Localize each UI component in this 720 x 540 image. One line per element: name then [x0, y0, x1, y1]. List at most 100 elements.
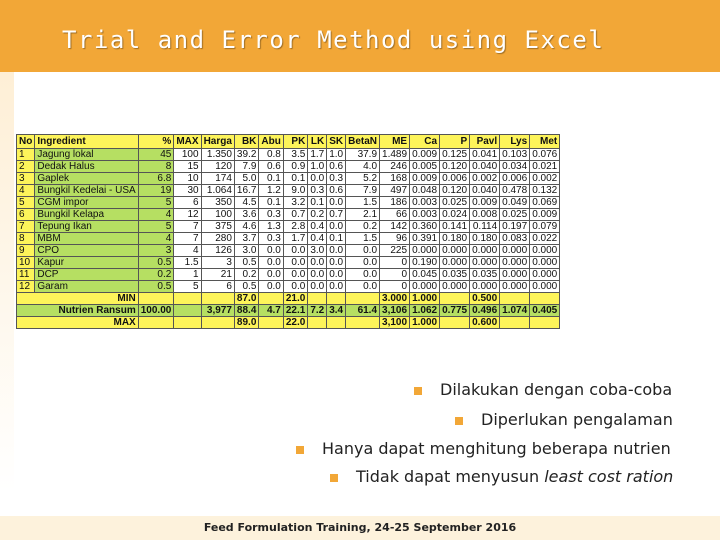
table-cell: 0.049 — [499, 196, 531, 209]
table-cell: 0.7 — [282, 208, 309, 221]
table-cell[interactable]: 8 — [137, 160, 175, 173]
table-cell: 0.0 — [326, 280, 347, 293]
table-cell: 0.034 — [499, 160, 531, 173]
table-cell: 0.197 — [499, 220, 531, 233]
table-cell: 0.4 — [307, 220, 328, 233]
table-cell[interactable]: 19 — [137, 184, 175, 197]
table-cell: 0.141 — [439, 220, 471, 233]
table-cell: 375 — [200, 220, 235, 233]
bullet-3: Hanya dapat menghitung beberapa nutrien — [296, 439, 671, 458]
table-cell: 0.1 — [307, 196, 328, 209]
column-header: Ingredient — [34, 134, 139, 149]
table-cell: 0.000 — [469, 244, 501, 257]
summary-cell — [307, 292, 328, 305]
table-cell: 0.009 — [409, 172, 441, 185]
summary-cell — [137, 316, 175, 329]
total-row: Nutrien Ransum 100.00 3,977 88.4 4.7 22.1 7.2 3… — [16, 304, 561, 317]
table-row: 3 Gaplek 6.8 10 174 5.0 0.1 0.1 0.0 0.3 5.2 168 0.00… — [15, 172, 561, 185]
table-cell: Kapur — [34, 256, 139, 269]
table-cell: CGM impor — [34, 196, 139, 209]
table-cell: 0 — [379, 268, 411, 281]
table-cell: 39.2 — [233, 148, 260, 161]
table-cell: 5 — [15, 196, 36, 209]
table-cell: 0.1 — [258, 196, 284, 209]
table-cell[interactable]: 4 — [137, 208, 175, 221]
table-cell: 0.0 — [326, 256, 347, 269]
summary-cell: 21.0 — [282, 292, 309, 305]
table-cell: 15 — [173, 160, 202, 173]
table-cell: 3.0 — [307, 244, 328, 257]
table-cell: 3.5 — [282, 148, 309, 161]
summary-cell: 7.2 — [307, 304, 328, 317]
table-cell: 0.048 — [409, 184, 441, 197]
column-header: P — [439, 134, 471, 149]
table-cell: Jagung lokal — [34, 148, 139, 161]
table-row: 6 Bungkil Kelapa 4 12 100 3.6 0.3 0.7 0.2 0.7 2.1 6… — [15, 208, 561, 221]
table-cell: 30 — [173, 184, 202, 197]
table-cell: Bungkil Kedelai - USA — [34, 184, 139, 197]
table-cell[interactable]: 4 — [137, 232, 175, 245]
summary-cell: 1.074 — [499, 304, 531, 317]
table-cell: 0.0 — [282, 268, 309, 281]
summary-cell: 89.0 — [233, 316, 260, 329]
table-cell: 5 — [173, 280, 202, 293]
table-cell[interactable]: 3 — [137, 244, 175, 257]
table-row: 7 Tepung Ikan 5 7 375 4.6 1.3 2.8 0.4 0.0 0.2 142 0.… — [15, 220, 561, 233]
table-cell[interactable]: 0.5 — [137, 256, 175, 269]
table-cell: 0.1 — [282, 172, 309, 185]
table-row: 4 Bungkil Kedelai - USA 19 30 1.064 16.7 1.2 9.… — [15, 184, 561, 197]
bullet-text: Diperlukan pengalaman — [481, 410, 673, 429]
summary-cell: 61.4 — [345, 304, 381, 317]
table-cell[interactable]: 5 — [137, 196, 175, 209]
decorative-strip — [0, 72, 14, 492]
table-row: 1 Jagung lokal 45 100 1.350 39.2 0.8 3.5 1.7 1.0 3… — [15, 148, 561, 161]
table-row: 11 DCP 0.2 1 21 0.2 0.0 0.0 0.0 0.0 0.0 0 0.045 0.035… — [15, 268, 561, 281]
table-cell: 0.000 — [469, 256, 501, 269]
table-cell: 0.040 — [469, 160, 501, 173]
table-cell: Tepung Ikan — [34, 220, 139, 233]
table-row: 9 CPO 3 4 126 3.0 0.0 0.0 3.0 0.0 0.0 225 0.000 0.000… — [15, 244, 561, 257]
summary-cell — [529, 316, 561, 329]
table-cell: 1.3 — [258, 220, 284, 233]
table-cell[interactable]: 45 — [137, 148, 175, 161]
table-cell[interactable]: 6.8 — [137, 172, 175, 185]
table-cell: 0.120 — [439, 184, 471, 197]
bullet-1: Dilakukan dengan coba-coba — [414, 380, 672, 399]
summary-cell: 0.496 — [469, 304, 501, 317]
bullet-italic-text: least cost ration — [544, 467, 674, 486]
table-cell: 142 — [379, 220, 411, 233]
table-cell: 1.489 — [379, 148, 411, 161]
table-cell[interactable]: 0.5 — [137, 280, 175, 293]
table-cell: 100 — [173, 148, 202, 161]
table-cell: Dedak Halus — [34, 160, 139, 173]
table-cell: 0.0 — [345, 268, 381, 281]
table-cell: 6 — [200, 280, 235, 293]
bullet-text: Dilakukan dengan coba-coba — [440, 380, 673, 399]
table-cell: 0.024 — [439, 208, 471, 221]
table-cell: 66 — [379, 208, 411, 221]
table-cell: DCP — [34, 268, 139, 281]
table-cell: 0.180 — [439, 232, 471, 245]
table-cell: 0.360 — [409, 220, 441, 233]
table-cell: 0.0 — [282, 280, 309, 293]
table-cell: 0.391 — [409, 232, 441, 245]
summary-cell — [137, 292, 175, 305]
column-header: Met — [529, 134, 561, 149]
table-cell[interactable]: 5 — [137, 220, 175, 233]
max-row: MAX 89.0 22.0 3,100 1.000 0.600 — [16, 316, 561, 329]
table-cell: 4 — [173, 244, 202, 257]
table-cell: 0.000 — [529, 268, 561, 281]
bullet-text: Tidak dapat menyusun — [356, 467, 540, 486]
table-cell[interactable]: 0.2 — [137, 268, 175, 281]
table-cell: 0.0 — [307, 172, 328, 185]
table-cell: 0.2 — [307, 208, 328, 221]
column-header: Abu — [258, 134, 284, 149]
table-cell: Garam — [34, 280, 139, 293]
bullet-square-icon — [296, 445, 304, 454]
table-cell: 3 — [15, 172, 36, 185]
table-cell: 0.0 — [326, 244, 347, 257]
summary-cell — [499, 292, 531, 305]
table-cell: 0.000 — [529, 244, 561, 257]
table-cell: 1.0 — [307, 160, 328, 173]
summary-cell — [345, 316, 381, 329]
